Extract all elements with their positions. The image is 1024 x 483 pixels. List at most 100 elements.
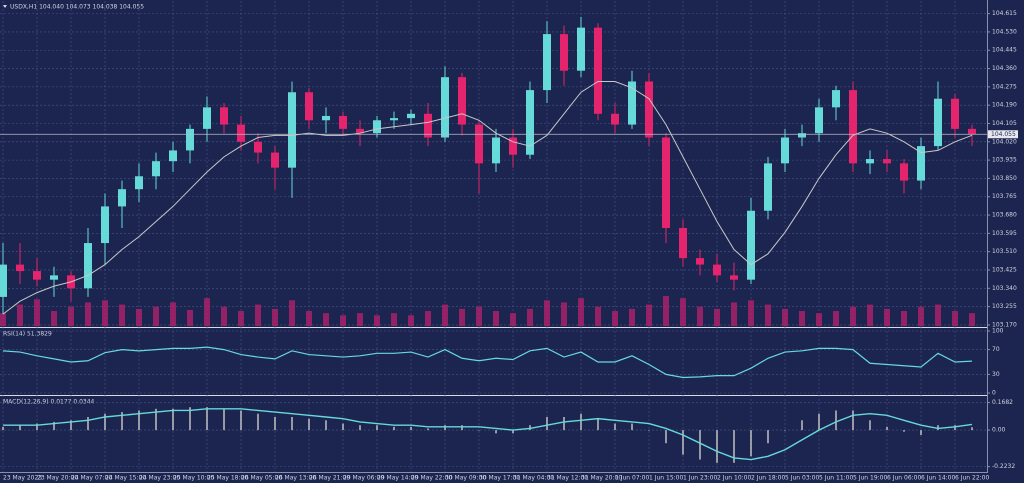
macd-bar (308, 418, 310, 431)
macd-bar (767, 430, 769, 444)
candle-body (747, 210, 755, 280)
volume-bar (170, 302, 176, 326)
macd-bar (19, 425, 21, 431)
macd-bar (189, 407, 191, 431)
x-tick-label: 29 May 06:00 (343, 475, 384, 482)
candle-body (237, 124, 245, 142)
macd-bar (546, 417, 548, 431)
macd-bar (444, 425, 446, 431)
volume-bar (153, 306, 159, 326)
y-tick-label: 103.170 (992, 321, 1017, 328)
volume-bar (680, 298, 686, 326)
macd-bar (529, 425, 531, 431)
macd-bar (104, 413, 106, 431)
candle-body (135, 176, 143, 190)
candle-body (322, 115, 330, 121)
candle-body (305, 92, 313, 121)
macd-bar (580, 413, 582, 431)
macd-bar (563, 417, 565, 431)
macd-bar (852, 410, 854, 431)
candle-body (0, 264, 7, 297)
x-tick-label: 5 Jun 11:00 (819, 475, 853, 482)
macd-bar (393, 426, 395, 431)
candle-body (254, 141, 262, 153)
x-tick-label: 31 May 04:00 (513, 475, 554, 482)
rsi-title: RSI(14) 51.3829 (3, 331, 52, 338)
macd-bar (784, 430, 786, 431)
candle-body (424, 113, 432, 138)
macd-bar (410, 426, 412, 431)
y-tick-label: 104.105 (992, 120, 1017, 127)
candle-body (543, 34, 551, 91)
x-tick-label: 6 Jun 14:00 (921, 475, 955, 482)
macd-bar (665, 430, 667, 444)
macd-bar (87, 417, 89, 431)
candle-body (934, 98, 942, 147)
menu-triangle[interactable] (3, 5, 7, 8)
y-tick-label: 104.530 (992, 28, 1017, 35)
y-tick-label: 103.340 (992, 285, 1017, 292)
macd-bar (478, 430, 480, 431)
x-tick-label: 23 May 20:00 (37, 475, 78, 482)
volume-bar (425, 311, 431, 326)
y-tick-label: 70 (992, 346, 1000, 353)
candle-body (271, 152, 279, 168)
y-tick-label: 103.595 (992, 230, 1017, 237)
y-tick-label: 104.020 (992, 138, 1017, 145)
macd-bar (240, 410, 242, 431)
volume-bar (51, 311, 57, 326)
y-tick-label: 103.425 (992, 266, 1017, 273)
volume-bar (374, 315, 380, 326)
macd-bar (223, 408, 225, 431)
candle-body (441, 77, 449, 138)
y-tick-label: 104.190 (992, 102, 1017, 109)
candle-body (118, 189, 126, 207)
volume-bar (884, 308, 890, 326)
volume-bar (391, 313, 397, 326)
candle-body (594, 27, 602, 114)
x-tick-label: 5 Jun 03:00 (785, 475, 819, 482)
candle-body (866, 159, 874, 164)
volume-bar (816, 313, 822, 326)
volume-bar (714, 308, 720, 326)
macd-bar (631, 423, 633, 431)
macd-bar (495, 430, 497, 434)
volume-bar (799, 311, 805, 326)
volume-bar (323, 313, 329, 326)
x-tick-label: 29 May 14:00 (377, 475, 418, 482)
x-tick-label: 24 May 07:00 (71, 475, 112, 482)
x-tick-label: 26 May 21:00 (309, 475, 350, 482)
volume-bar (272, 308, 278, 326)
volume-bar (544, 300, 550, 326)
volume-bar (476, 306, 482, 326)
candle-body (16, 264, 24, 272)
volume-bar (969, 313, 975, 326)
candle-body (815, 107, 823, 134)
candle-body (220, 107, 228, 125)
macd-bar (512, 430, 514, 434)
volume-bar (238, 311, 244, 326)
volume-bar (595, 306, 601, 326)
macd-bar (206, 407, 208, 431)
macd-bar (597, 418, 599, 431)
candle-body (84, 243, 92, 289)
macd-bar (138, 410, 140, 431)
macd-bar (869, 420, 871, 431)
volume-bar (119, 304, 125, 326)
volume-bar (782, 308, 788, 326)
macd-bar (359, 425, 361, 431)
candle-body (186, 128, 194, 151)
volume-bar (578, 298, 584, 326)
x-tick-label: 24 May 15:00 (105, 475, 146, 482)
y-tick-label: -0.2232 (992, 463, 1015, 470)
volume-bar (136, 308, 142, 326)
candle-body (832, 90, 840, 108)
x-tick-label: 25 May 18:00 (207, 475, 248, 482)
macd-bar (36, 423, 38, 431)
macd-bar (699, 430, 701, 460)
y-tick-label: 103.935 (992, 157, 1017, 164)
volume-bar (17, 304, 23, 326)
macd-bar (937, 425, 939, 431)
volume-bar (833, 311, 839, 326)
